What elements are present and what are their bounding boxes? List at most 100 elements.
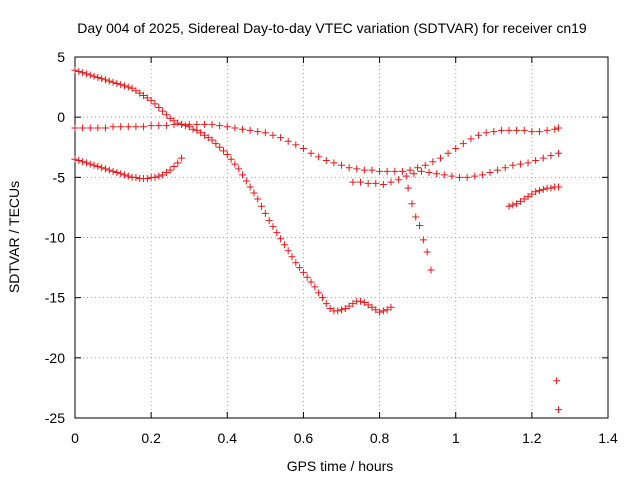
data-point: [520, 126, 528, 134]
data-point: [193, 120, 201, 128]
data-point: [404, 184, 412, 192]
data-point: [414, 164, 422, 172]
data-point: [132, 173, 140, 181]
data-point: [178, 120, 186, 128]
data-point: [162, 169, 170, 177]
data-point: [94, 124, 102, 132]
x-tick-label: 0.8: [370, 430, 390, 446]
data-point: [71, 66, 79, 74]
data-point: [505, 202, 513, 210]
data-point: [345, 164, 353, 172]
data-point: [299, 268, 307, 276]
data-point: [235, 165, 243, 173]
data-point: [98, 164, 106, 172]
data-point: [497, 126, 505, 134]
data-point: [364, 301, 372, 309]
data-point: [75, 156, 83, 164]
data-point: [197, 129, 205, 137]
grid: [75, 57, 608, 418]
data-point: [391, 167, 399, 175]
y-tick-label: -20: [45, 350, 65, 366]
data-point: [90, 72, 98, 80]
data-point: [307, 149, 315, 157]
data-point: [151, 173, 159, 181]
data-point: [406, 166, 414, 174]
data-point: [109, 123, 117, 131]
data-point: [269, 131, 277, 139]
data-point: [94, 73, 102, 81]
data-point: [345, 302, 353, 310]
data-point: [128, 84, 136, 92]
data-point: [383, 306, 391, 314]
data-point: [155, 122, 163, 130]
data-point: [494, 166, 502, 174]
data-point: [387, 178, 395, 186]
data-point: [532, 188, 540, 196]
data-point: [528, 128, 536, 136]
data-point: [109, 78, 117, 86]
x-tick-label: 1.4: [598, 430, 618, 446]
data-point: [330, 159, 338, 167]
data-point: [553, 377, 561, 385]
data-point: [90, 161, 98, 169]
data-point: [516, 197, 524, 205]
data-point: [212, 140, 220, 148]
data-point: [101, 165, 109, 173]
y-tick-label: 5: [57, 49, 65, 65]
data-point: [216, 143, 224, 151]
data-point: [178, 154, 186, 162]
data-point: [322, 300, 330, 308]
data-point: [395, 176, 403, 184]
data-point: [440, 171, 448, 179]
data-point: [174, 159, 182, 167]
data-point: [86, 160, 94, 168]
data-point: [86, 71, 94, 79]
data-point: [398, 167, 406, 175]
data-point: [376, 167, 384, 175]
data-point: [555, 149, 563, 157]
data-point: [94, 163, 102, 171]
data-point: [501, 164, 509, 172]
data-point: [513, 200, 521, 208]
data-point: [412, 213, 420, 221]
data-point: [231, 160, 239, 168]
data-point: [338, 306, 345, 314]
data-point: [456, 173, 464, 181]
data-point: [353, 165, 361, 173]
data-point: [239, 125, 247, 133]
series-sat-f: [505, 183, 563, 210]
data-point: [280, 241, 288, 249]
data-point: [170, 163, 178, 171]
data-point: [136, 89, 144, 97]
data-point: [101, 76, 109, 84]
data-point: [151, 100, 159, 108]
data-point: [250, 189, 258, 197]
data-point: [528, 190, 536, 198]
data-point: [408, 200, 416, 208]
data-point: [535, 128, 543, 136]
data-point: [277, 235, 285, 243]
data-point: [478, 171, 486, 179]
data-point: [117, 170, 125, 178]
series-sat-a: [71, 66, 395, 316]
data-point: [326, 304, 334, 312]
data-point: [425, 169, 433, 177]
data-point: [155, 172, 163, 180]
data-point: [307, 278, 315, 286]
plot-area: [74, 56, 609, 419]
data-point: [360, 298, 368, 306]
x-tick-label: 0.2: [141, 430, 161, 446]
data-point: [219, 147, 227, 155]
data-point: [419, 236, 427, 244]
data-point: [124, 172, 132, 180]
data-point: [254, 195, 262, 203]
data-point: [475, 131, 483, 139]
data-point: [357, 297, 365, 305]
data-point: [155, 104, 163, 112]
data-point: [402, 172, 410, 180]
data-point: [551, 125, 559, 133]
data-point: [338, 161, 345, 169]
y-tick-labels: -25 -20 -15 -10 -5 0 5: [45, 49, 65, 426]
data-point: [246, 126, 254, 134]
data-point: [482, 129, 490, 137]
